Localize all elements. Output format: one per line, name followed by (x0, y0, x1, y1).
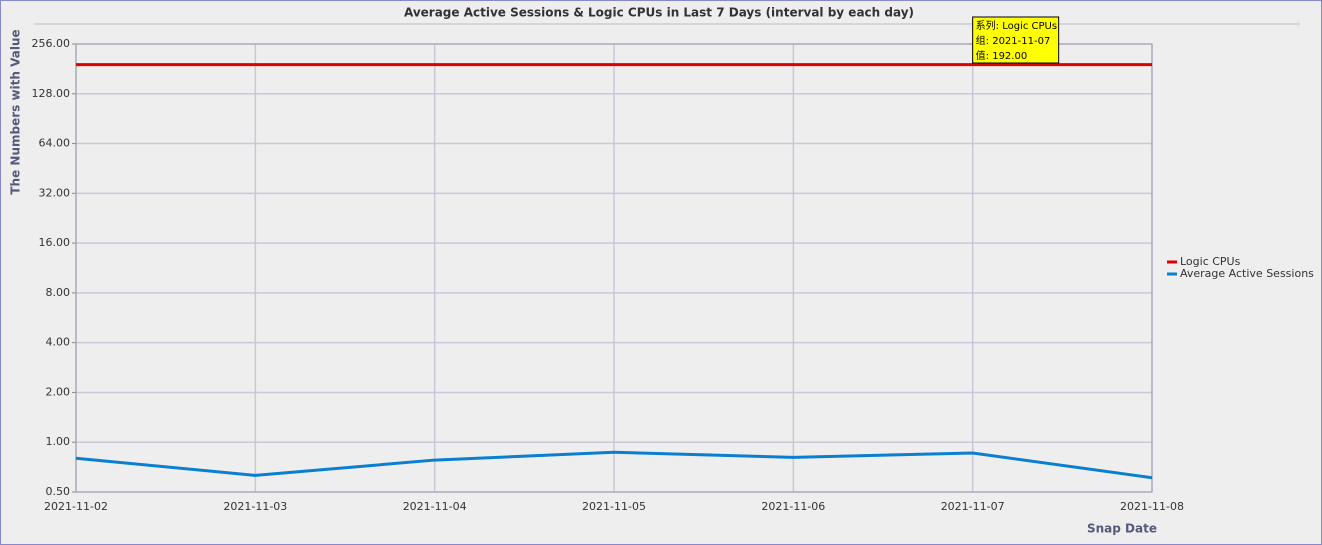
legend-label: Logic CPUs (1180, 255, 1241, 268)
y-tick-label: 256.00 (32, 37, 71, 50)
y-tick-label: 1.00 (46, 435, 71, 448)
y-tick-label: 128.00 (32, 87, 71, 100)
tooltip-line: 组: 2021-11-07 (976, 34, 1051, 47)
y-tick-label: 32.00 (39, 186, 71, 199)
plot-border (75, 43, 1153, 493)
y-tick-label: 64.00 (39, 137, 71, 150)
x-tick-label: 2021-11-06 (761, 500, 825, 513)
y-tick-label: 2.00 (46, 385, 71, 398)
x-tick-label: 2021-11-04 (403, 500, 467, 513)
y-tick-label: 0.50 (46, 485, 71, 498)
x-tick-label: 2021-11-02 (44, 500, 108, 513)
series-line (75, 450, 1153, 480)
x-axis-title: Snap Date (1087, 522, 1157, 536)
tooltip-line: 系列: Logic CPUs (976, 19, 1057, 32)
x-tick-label: 2021-11-03 (223, 500, 287, 513)
chart-title: Average Active Sessions & Logic CPUs in … (404, 6, 914, 20)
y-tick-label: 8.00 (46, 286, 71, 299)
legend-label: Average Active Sessions (1180, 267, 1314, 280)
tooltip-box (972, 16, 1060, 64)
tooltip: 系列: Logic CPUs 组: 2021-11-07 值: 192.00 (972, 16, 1060, 64)
y-tick-label: 16.00 (39, 236, 71, 249)
tooltip-line: 值: 192.00 (976, 49, 1028, 62)
y-axis-title: The Numbers with Value (9, 29, 23, 194)
x-tick-label: 2021-11-05 (582, 500, 646, 513)
x-tick-label: 2021-11-08 (1120, 500, 1184, 513)
x-tick-label: 2021-11-07 (941, 500, 1005, 513)
y-tick-label: 4.00 (46, 336, 71, 349)
